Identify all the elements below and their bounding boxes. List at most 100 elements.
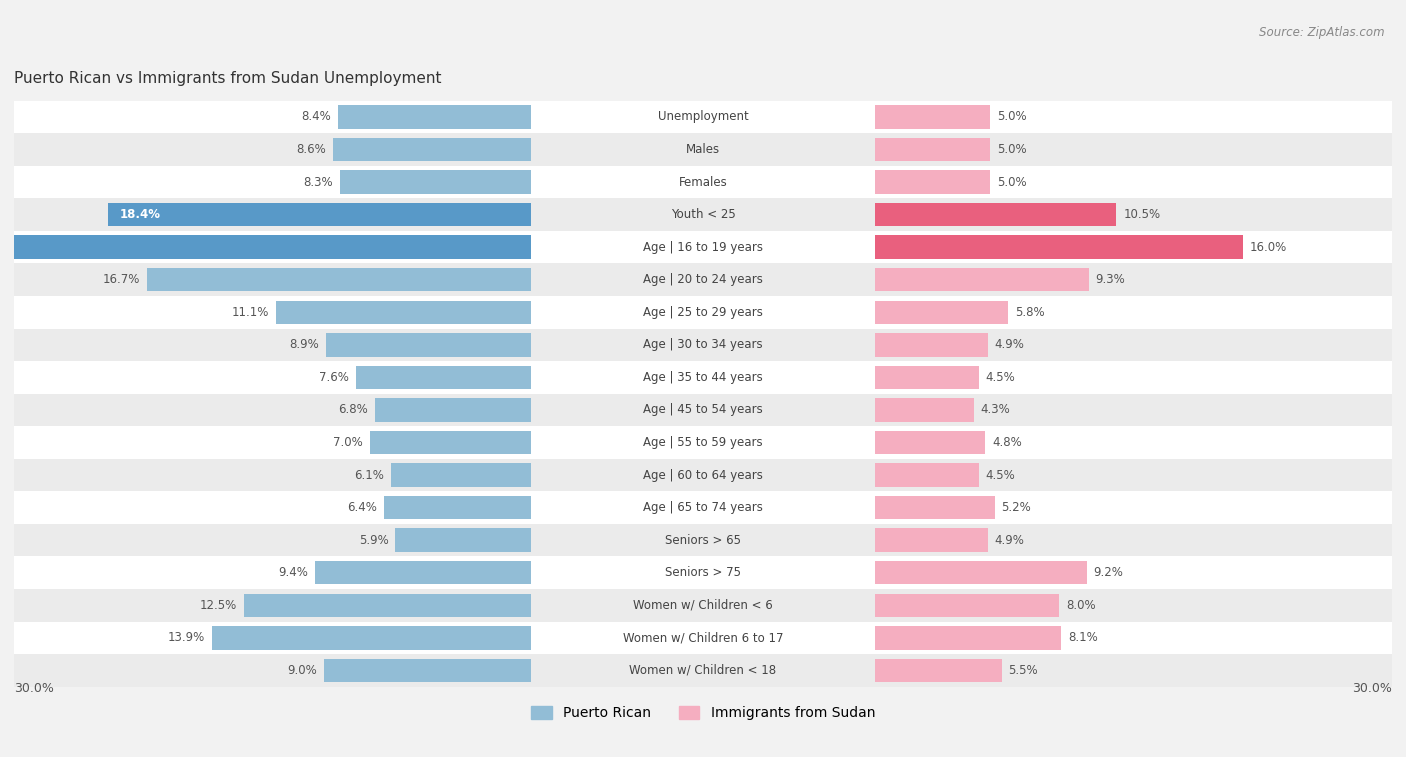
Bar — [14, 133, 1392, 166]
Bar — [875, 463, 979, 487]
Bar — [14, 394, 1392, 426]
Bar — [14, 654, 1392, 687]
Bar — [211, 626, 531, 650]
Bar — [323, 659, 531, 682]
Text: Women w/ Children 6 to 17: Women w/ Children 6 to 17 — [623, 631, 783, 644]
Text: 6.4%: 6.4% — [347, 501, 377, 514]
Bar — [875, 301, 1008, 324]
Text: 4.9%: 4.9% — [994, 534, 1025, 547]
Bar — [14, 329, 1392, 361]
Bar — [0, 235, 531, 259]
Text: Age | 25 to 29 years: Age | 25 to 29 years — [643, 306, 763, 319]
Text: Age | 60 to 64 years: Age | 60 to 64 years — [643, 469, 763, 481]
Bar — [875, 528, 988, 552]
Text: 5.8%: 5.8% — [1015, 306, 1045, 319]
Text: 8.4%: 8.4% — [301, 111, 330, 123]
Text: 12.5%: 12.5% — [200, 599, 236, 612]
Bar — [14, 198, 1392, 231]
Text: Age | 35 to 44 years: Age | 35 to 44 years — [643, 371, 763, 384]
Bar — [14, 459, 1392, 491]
Text: 13.9%: 13.9% — [167, 631, 205, 644]
Bar — [14, 491, 1392, 524]
Text: Males: Males — [686, 143, 720, 156]
Text: 9.0%: 9.0% — [287, 664, 318, 677]
Bar — [14, 524, 1392, 556]
Bar — [875, 496, 994, 519]
Text: Unemployment: Unemployment — [658, 111, 748, 123]
Bar — [384, 496, 531, 519]
Text: 9.2%: 9.2% — [1094, 566, 1123, 579]
Bar — [148, 268, 531, 291]
Bar — [14, 556, 1392, 589]
Bar — [875, 268, 1088, 291]
Text: Age | 45 to 54 years: Age | 45 to 54 years — [643, 403, 763, 416]
Text: Age | 30 to 34 years: Age | 30 to 34 years — [643, 338, 763, 351]
Text: 10.5%: 10.5% — [1123, 208, 1160, 221]
Bar — [108, 203, 530, 226]
Text: 6.8%: 6.8% — [337, 403, 368, 416]
Bar — [315, 561, 531, 584]
Text: 30.0%: 30.0% — [1353, 682, 1392, 695]
Text: 6.1%: 6.1% — [354, 469, 384, 481]
Text: 4.3%: 4.3% — [981, 403, 1011, 416]
Text: 4.5%: 4.5% — [986, 371, 1015, 384]
Text: Age | 16 to 19 years: Age | 16 to 19 years — [643, 241, 763, 254]
Bar — [14, 296, 1392, 329]
Bar — [875, 561, 1087, 584]
Bar — [370, 431, 531, 454]
Text: 16.7%: 16.7% — [103, 273, 141, 286]
Text: 11.1%: 11.1% — [232, 306, 269, 319]
Text: 5.0%: 5.0% — [997, 176, 1026, 188]
Text: 8.9%: 8.9% — [290, 338, 319, 351]
Bar — [14, 166, 1392, 198]
Text: 8.1%: 8.1% — [1069, 631, 1098, 644]
Text: 16.0%: 16.0% — [1250, 241, 1286, 254]
Text: Age | 65 to 74 years: Age | 65 to 74 years — [643, 501, 763, 514]
Bar — [356, 366, 531, 389]
Bar — [875, 431, 986, 454]
Text: 9.4%: 9.4% — [278, 566, 308, 579]
Bar — [243, 593, 531, 617]
Text: 9.3%: 9.3% — [1095, 273, 1125, 286]
Bar — [395, 528, 531, 552]
Bar — [875, 366, 979, 389]
Bar — [14, 263, 1392, 296]
Text: 5.0%: 5.0% — [997, 143, 1026, 156]
Bar — [340, 170, 531, 194]
Text: Age | 55 to 59 years: Age | 55 to 59 years — [643, 436, 763, 449]
Bar — [875, 105, 990, 129]
Bar — [14, 231, 1392, 263]
Text: Females: Females — [679, 176, 727, 188]
Bar — [875, 235, 1243, 259]
Bar — [391, 463, 531, 487]
Bar — [875, 203, 1116, 226]
Text: Source: ZipAtlas.com: Source: ZipAtlas.com — [1260, 26, 1385, 39]
Text: Women w/ Children < 18: Women w/ Children < 18 — [630, 664, 776, 677]
Bar — [14, 361, 1392, 394]
Bar — [875, 593, 1059, 617]
Text: 8.3%: 8.3% — [304, 176, 333, 188]
Bar — [14, 589, 1392, 621]
Text: 7.6%: 7.6% — [319, 371, 349, 384]
Text: 8.0%: 8.0% — [1066, 599, 1095, 612]
Bar — [337, 105, 531, 129]
Text: 8.6%: 8.6% — [297, 143, 326, 156]
Text: Youth < 25: Youth < 25 — [671, 208, 735, 221]
Bar — [14, 621, 1392, 654]
Legend: Puerto Rican, Immigrants from Sudan: Puerto Rican, Immigrants from Sudan — [526, 701, 880, 726]
Text: 4.9%: 4.9% — [994, 338, 1025, 351]
Text: 5.0%: 5.0% — [997, 111, 1026, 123]
Text: 5.5%: 5.5% — [1008, 664, 1038, 677]
Bar — [14, 426, 1392, 459]
Bar — [333, 138, 531, 161]
Text: 5.9%: 5.9% — [359, 534, 388, 547]
Bar — [875, 659, 1001, 682]
Bar — [875, 398, 974, 422]
Text: 18.4%: 18.4% — [120, 208, 160, 221]
Text: 7.0%: 7.0% — [333, 436, 363, 449]
Bar — [875, 333, 988, 357]
Text: 30.0%: 30.0% — [14, 682, 53, 695]
Bar — [374, 398, 530, 422]
Text: 5.2%: 5.2% — [1001, 501, 1031, 514]
Bar — [326, 333, 531, 357]
